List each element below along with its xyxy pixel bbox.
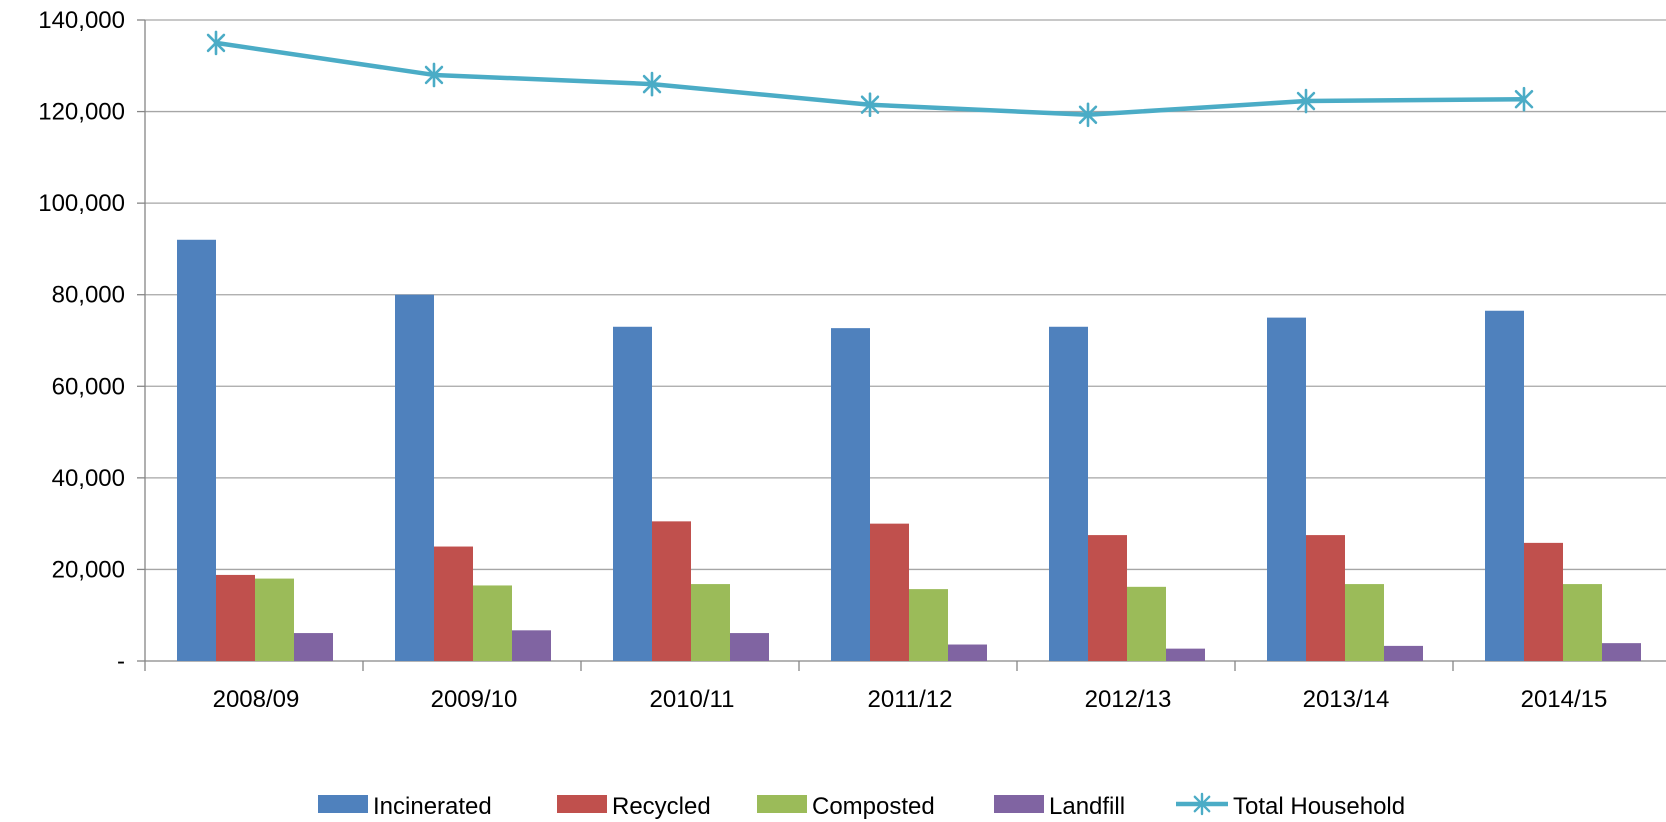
y-tick-label: -	[117, 648, 125, 675]
bar-recycled-2012-13	[1088, 535, 1127, 661]
point-total-household-2011-12	[860, 92, 880, 118]
bar-recycled-2011-12	[870, 523, 909, 661]
bar-composted-2008-09	[255, 578, 294, 661]
legend-swatch	[994, 795, 1044, 813]
bar-incinerated-2010-11	[613, 326, 652, 661]
bar-composted-2013-14	[1345, 584, 1384, 661]
legend-label: Landfill	[1049, 793, 1125, 820]
gridlines	[145, 19, 1666, 571]
bars	[177, 239, 1641, 661]
x-tick-label: 2010/11	[650, 686, 735, 713]
y-tick-label: 120,000	[38, 99, 125, 126]
bar-recycled-2014-15	[1524, 542, 1563, 661]
legend-item-incinerated: Incinerated	[318, 793, 492, 820]
bar-incinerated-2014-15	[1485, 310, 1524, 661]
legend-item-landfill: Landfill	[994, 793, 1125, 820]
y-tick-label: 20,000	[52, 556, 125, 583]
legend-item-composted: Composted	[757, 793, 935, 820]
x-tick-label: 2008/09	[213, 686, 300, 713]
bar-incinerated-2013-14	[1267, 317, 1306, 661]
bar-landfill-2013-14	[1384, 645, 1423, 661]
point-total-household-2013-14	[1296, 88, 1316, 114]
y-tick-label: 140,000	[38, 7, 125, 34]
point-total-household-2014-15	[1514, 86, 1534, 112]
x-tick-label: 2011/12	[868, 686, 953, 713]
bar-recycled-2013-14	[1306, 535, 1345, 661]
bar-incinerated-2011-12	[831, 328, 870, 661]
bar-composted-2012-13	[1127, 586, 1166, 661]
y-tick-label: 100,000	[38, 190, 125, 217]
bar-recycled-2010-11	[652, 521, 691, 661]
legend-swatch	[318, 795, 368, 813]
bar-composted-2011-12	[909, 589, 948, 661]
point-total-household-2008-09	[206, 30, 226, 56]
legend-label: Incinerated	[373, 793, 492, 820]
bar-composted-2010-11	[691, 584, 730, 661]
bar-recycled-2008-09	[216, 574, 255, 661]
legend-label: Composted	[812, 793, 935, 820]
bar-incinerated-2012-13	[1049, 326, 1088, 661]
legend-label: Total Household	[1233, 793, 1405, 820]
legend-swatch	[757, 795, 807, 813]
x-tick-label: 2009/10	[431, 686, 518, 713]
y-tick-label: 40,000	[52, 465, 125, 492]
line-series	[206, 30, 1534, 128]
x-tick-label: 2013/14	[1303, 686, 1390, 713]
legend-label: Recycled	[612, 793, 711, 820]
legend: Incinerated Recycled Composted Landfill Tota…	[318, 792, 1405, 820]
bar-composted-2009-10	[473, 585, 512, 661]
bar-incinerated-2009-10	[395, 294, 434, 661]
x-tick-label: 2012/13	[1085, 686, 1172, 713]
bar-landfill-2009-10	[512, 630, 551, 661]
bar-landfill-2014-15	[1602, 643, 1641, 661]
x-tick-label: 2014/15	[1521, 686, 1608, 713]
bar-landfill-2012-13	[1166, 648, 1205, 661]
bar-landfill-2010-11	[730, 633, 769, 661]
legend-swatch	[557, 795, 607, 813]
y-tick-label: 80,000	[52, 282, 125, 309]
bar-recycled-2009-10	[434, 546, 473, 661]
point-total-household-2009-10	[424, 62, 444, 88]
point-total-household-2010-11	[642, 71, 662, 97]
point-total-household-2012-13	[1078, 102, 1098, 128]
bar-landfill-2011-12	[948, 644, 987, 661]
legend-item-total-household: Total Household	[1176, 792, 1405, 820]
legend-item-recycled: Recycled	[557, 793, 711, 820]
bar-incinerated-2008-09	[177, 239, 216, 661]
y-tick-label: 60,000	[52, 373, 125, 400]
bar-landfill-2008-09	[294, 633, 333, 661]
bar-composted-2014-15	[1563, 584, 1602, 661]
